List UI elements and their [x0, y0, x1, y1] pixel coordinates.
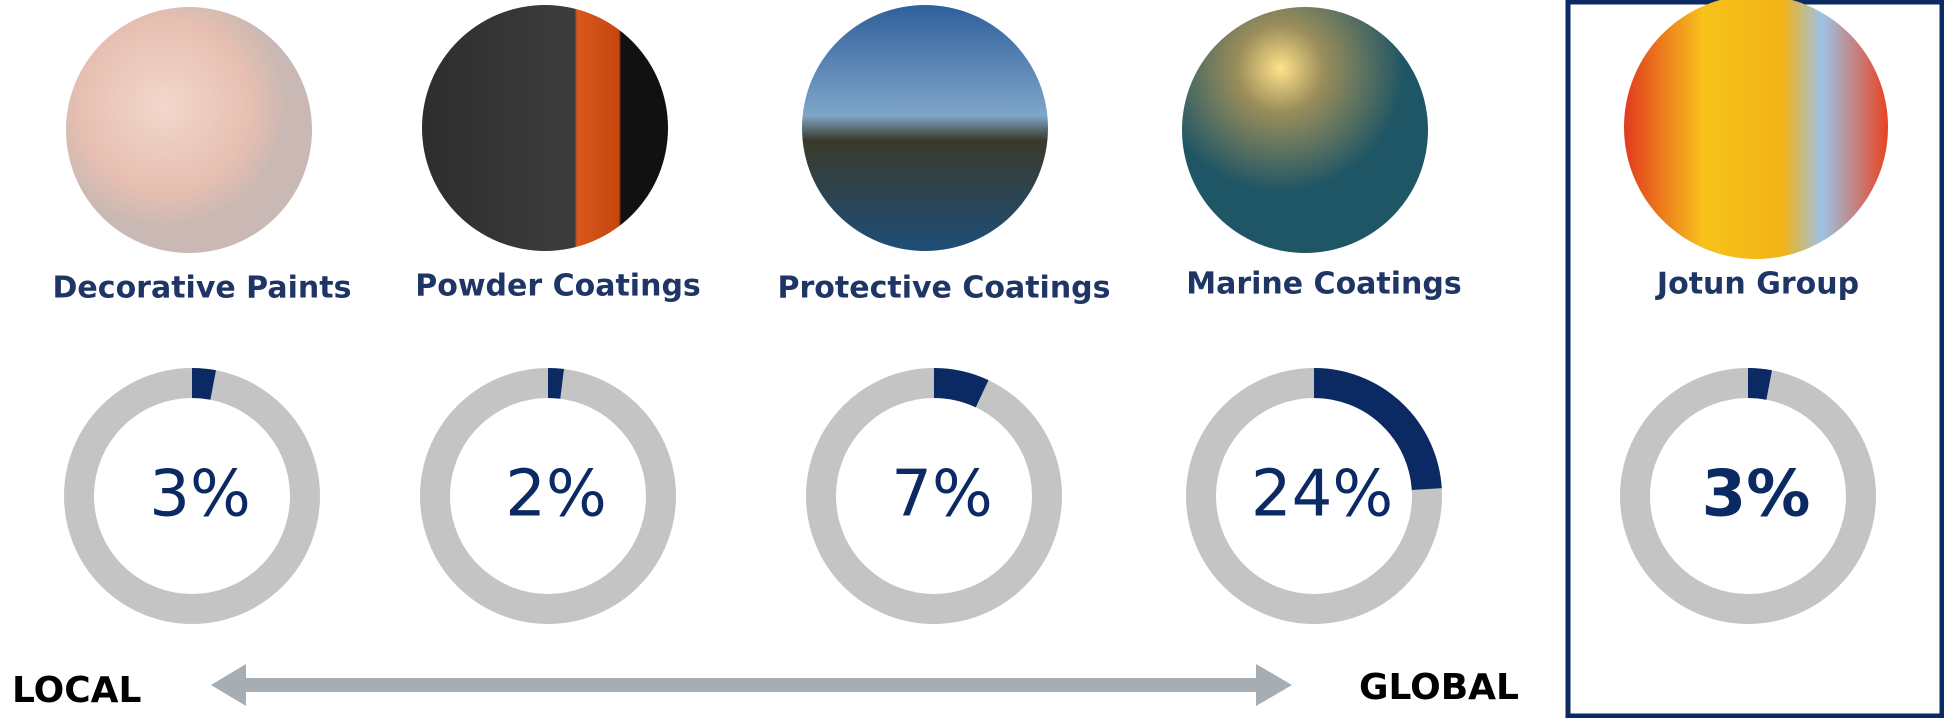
- donut-segment: [64, 368, 320, 624]
- photo: [422, 5, 668, 251]
- donut-segment: [806, 368, 1062, 624]
- chart-title: Decorative Paints: [53, 271, 352, 306]
- photo: [66, 7, 312, 253]
- value-label: 24%: [1251, 458, 1393, 532]
- value-label: 3%: [1702, 458, 1811, 532]
- chart-title: Marine Coatings: [1186, 267, 1462, 302]
- chart-title: Powder Coatings: [415, 269, 701, 304]
- photo: [1624, 0, 1888, 259]
- value-label: 7%: [891, 458, 993, 532]
- chart-title: Jotun Group: [1655, 267, 1859, 302]
- scale-right-label: GLOBAL: [1359, 667, 1519, 708]
- donut-segment: [1186, 368, 1442, 624]
- local-global-arrow: [211, 664, 1292, 706]
- photo: [1182, 7, 1428, 253]
- donut-segment: [420, 368, 676, 624]
- chart-title: Protective Coatings: [777, 271, 1110, 306]
- donut-segment: [1620, 368, 1876, 624]
- photo: [802, 5, 1048, 251]
- scale-left-label: LOCAL: [12, 670, 141, 711]
- value-label: 2%: [505, 458, 607, 532]
- value-label: 3%: [149, 458, 251, 532]
